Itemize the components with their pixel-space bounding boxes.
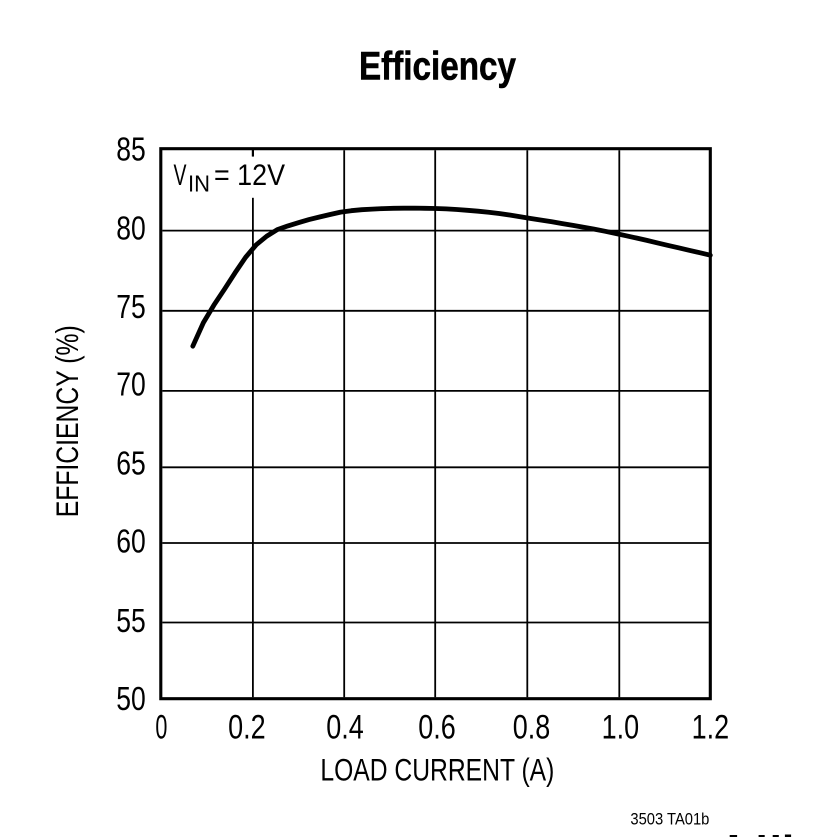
svg-text:= 12V: = 12V: [214, 159, 285, 192]
svg-text:0: 0: [155, 709, 167, 747]
svg-text:0.8: 0.8: [513, 709, 551, 747]
svg-text:60: 60: [116, 523, 146, 560]
svg-text:Efficiency: Efficiency: [359, 45, 517, 89]
svg-text:EFFICIENCY (%): EFFICIENCY (%): [49, 325, 85, 517]
svg-text:80: 80: [116, 210, 146, 247]
svg-text:V: V: [174, 159, 187, 192]
svg-text:0.6: 0.6: [418, 709, 456, 747]
svg-text:55: 55: [116, 602, 146, 639]
svg-text:75: 75: [116, 288, 146, 325]
svg-text:50: 50: [116, 680, 146, 717]
svg-text:70: 70: [116, 365, 146, 402]
svg-text:LOAD CURRENT (A): LOAD CURRENT (A): [320, 751, 554, 787]
svg-text:IN: IN: [188, 170, 210, 196]
svg-text:65: 65: [116, 445, 146, 482]
svg-text:0.4: 0.4: [326, 709, 364, 747]
svg-text:1.2: 1.2: [692, 709, 730, 747]
svg-text:0.2: 0.2: [228, 709, 266, 747]
svg-text:85: 85: [116, 131, 146, 168]
svg-text:1.0: 1.0: [602, 709, 640, 747]
svg-text:3503 TA01b: 3503 TA01b: [630, 810, 709, 829]
